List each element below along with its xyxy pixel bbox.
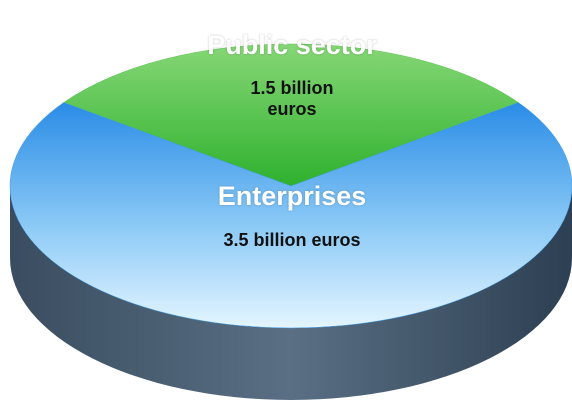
slice-label: Public sector — [207, 30, 377, 60]
slice-side — [10, 186, 572, 400]
slice — [63, 43, 519, 187]
value-label: 1.5 billion euros — [250, 78, 334, 119]
slice-label: Enterprises — [217, 181, 367, 211]
value-label: 3.5 billion euros — [223, 230, 361, 250]
